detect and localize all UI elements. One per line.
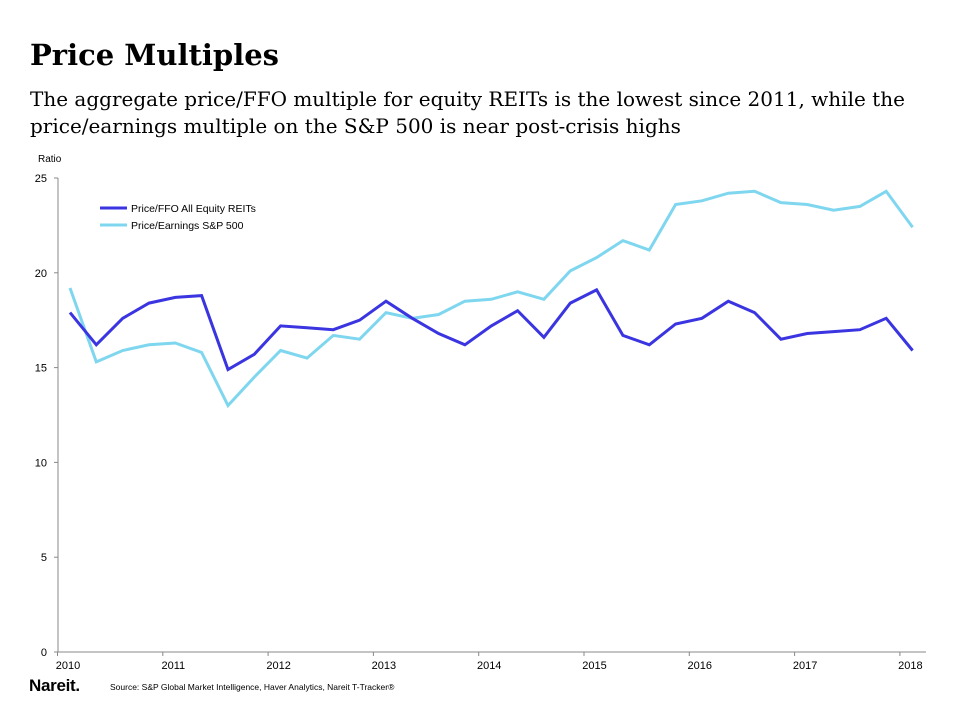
x-tick-label: 2017 xyxy=(793,660,817,672)
y-tick-label: 20 xyxy=(35,268,47,280)
page-subtitle: The aggregate price/FFO multiple for equ… xyxy=(30,87,905,138)
legend: Price/FFO All Equity REITs Price/Earnings… xyxy=(100,203,256,232)
source-note: Source: S&P Global Market Intelligence, … xyxy=(110,682,395,692)
y-tick-label: 5 xyxy=(41,552,47,564)
x-tick-label: 2010 xyxy=(56,660,80,672)
series-line-1 xyxy=(68,189,914,409)
axes: 0 5 10 15 20 25 2010 2011 2012 2013 2014 2015 2016 20… xyxy=(35,173,926,672)
series-line-0 xyxy=(68,287,914,372)
y-tick-label: 10 xyxy=(35,457,47,469)
x-tick-label: 2013 xyxy=(372,660,396,672)
legend-label: Price/FFO All Equity REITs xyxy=(131,203,256,215)
x-tick-label: 2018 xyxy=(898,660,922,672)
x-tick-label: 2011 xyxy=(161,660,185,672)
y-tick-label: 25 xyxy=(35,173,47,185)
y-tick-label: 0 xyxy=(41,647,47,659)
nareit-logo: Nareit. xyxy=(29,676,80,695)
page-title: Price Multiples xyxy=(30,38,279,72)
y-axis-label: Ratio xyxy=(38,154,62,165)
y-tick-label: 15 xyxy=(35,363,47,375)
x-tick-label: 2014 xyxy=(477,660,501,672)
x-tick-label: 2016 xyxy=(688,660,712,672)
legend-label: Price/Earnings S&P 500 xyxy=(131,220,244,232)
x-tick-label: 2015 xyxy=(582,660,606,672)
series-lines xyxy=(68,189,914,409)
x-tick-label: 2012 xyxy=(266,660,290,672)
